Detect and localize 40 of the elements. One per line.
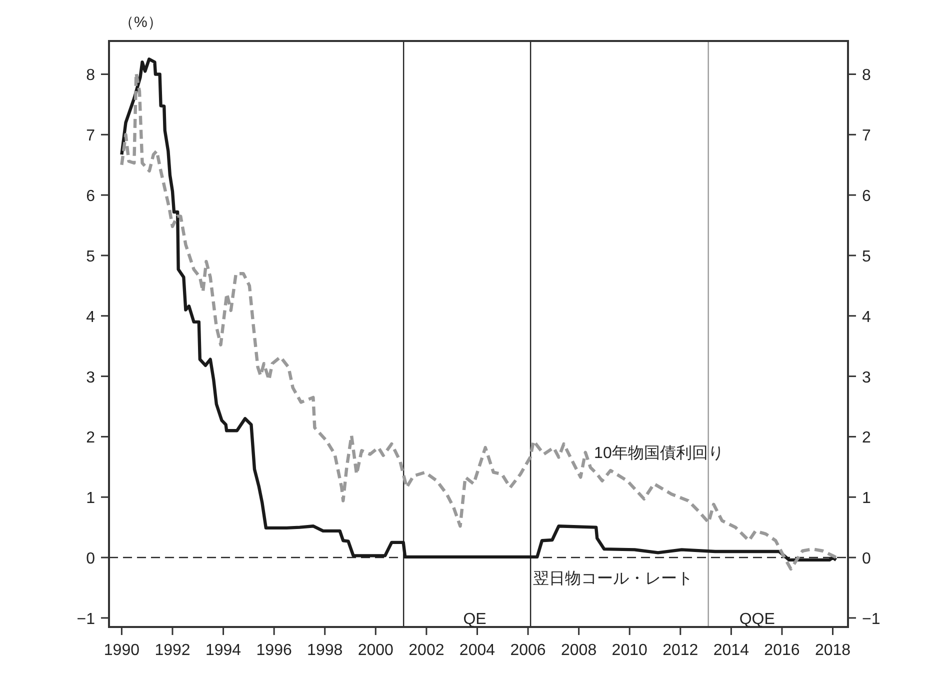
y2-tick-label: 4	[862, 308, 871, 326]
y-tick-label: 0	[86, 550, 96, 568]
y2-tick-label: 0	[862, 550, 871, 568]
y2-tick-label: 6	[862, 188, 871, 206]
y-tick-label: 3	[86, 369, 96, 386]
x-tick-label: 2018	[814, 642, 851, 659]
x-tick-label: 2000	[358, 642, 394, 659]
x-tick-label: 2008	[561, 642, 597, 659]
y2-tick-label: 7	[862, 128, 871, 145]
x-tick-label: 2012	[662, 642, 698, 659]
y-tick-label: 6	[86, 188, 96, 206]
series-label: 10年物国債利回り	[594, 444, 724, 462]
x-tick-label: 1992	[154, 642, 190, 659]
x-tick-label: 2016	[764, 642, 800, 659]
x-tick-label: 1998	[307, 642, 343, 659]
y2-tick-label: 8	[862, 67, 871, 84]
y-tick-label: 5	[86, 248, 96, 266]
x-tick-label: 2010	[612, 642, 648, 659]
y2-tick-label: 3	[862, 369, 871, 386]
x-tick-label: 2014	[713, 642, 750, 659]
x-tick-label: 2006	[510, 642, 546, 659]
y-tick-label: 1	[86, 490, 96, 508]
x-tick-label: 1996	[256, 642, 292, 659]
y-tick-label: 8	[86, 67, 96, 84]
x-tick-label: 1990	[104, 642, 140, 659]
y2-tick-label: −1	[862, 610, 880, 628]
x-tick-label: 2002	[408, 642, 444, 659]
annotation: QE	[463, 610, 486, 628]
y2-tick-label: 5	[862, 248, 871, 266]
series-label: 翌日物コール・レート	[533, 570, 694, 588]
y-tick-label: −1	[76, 610, 96, 628]
y-tick-label: 4	[86, 308, 96, 326]
y-axis-title: （%）	[119, 14, 162, 31]
y-tick-label: 2	[86, 430, 96, 447]
annotation: QQE	[739, 610, 775, 628]
x-tick-label: 2004	[459, 642, 496, 659]
y-tick-label: 7	[86, 128, 96, 145]
y2-tick-label: 1	[862, 490, 871, 508]
x-tick-label: 1994	[205, 642, 242, 659]
y2-tick-label: 2	[862, 430, 871, 447]
